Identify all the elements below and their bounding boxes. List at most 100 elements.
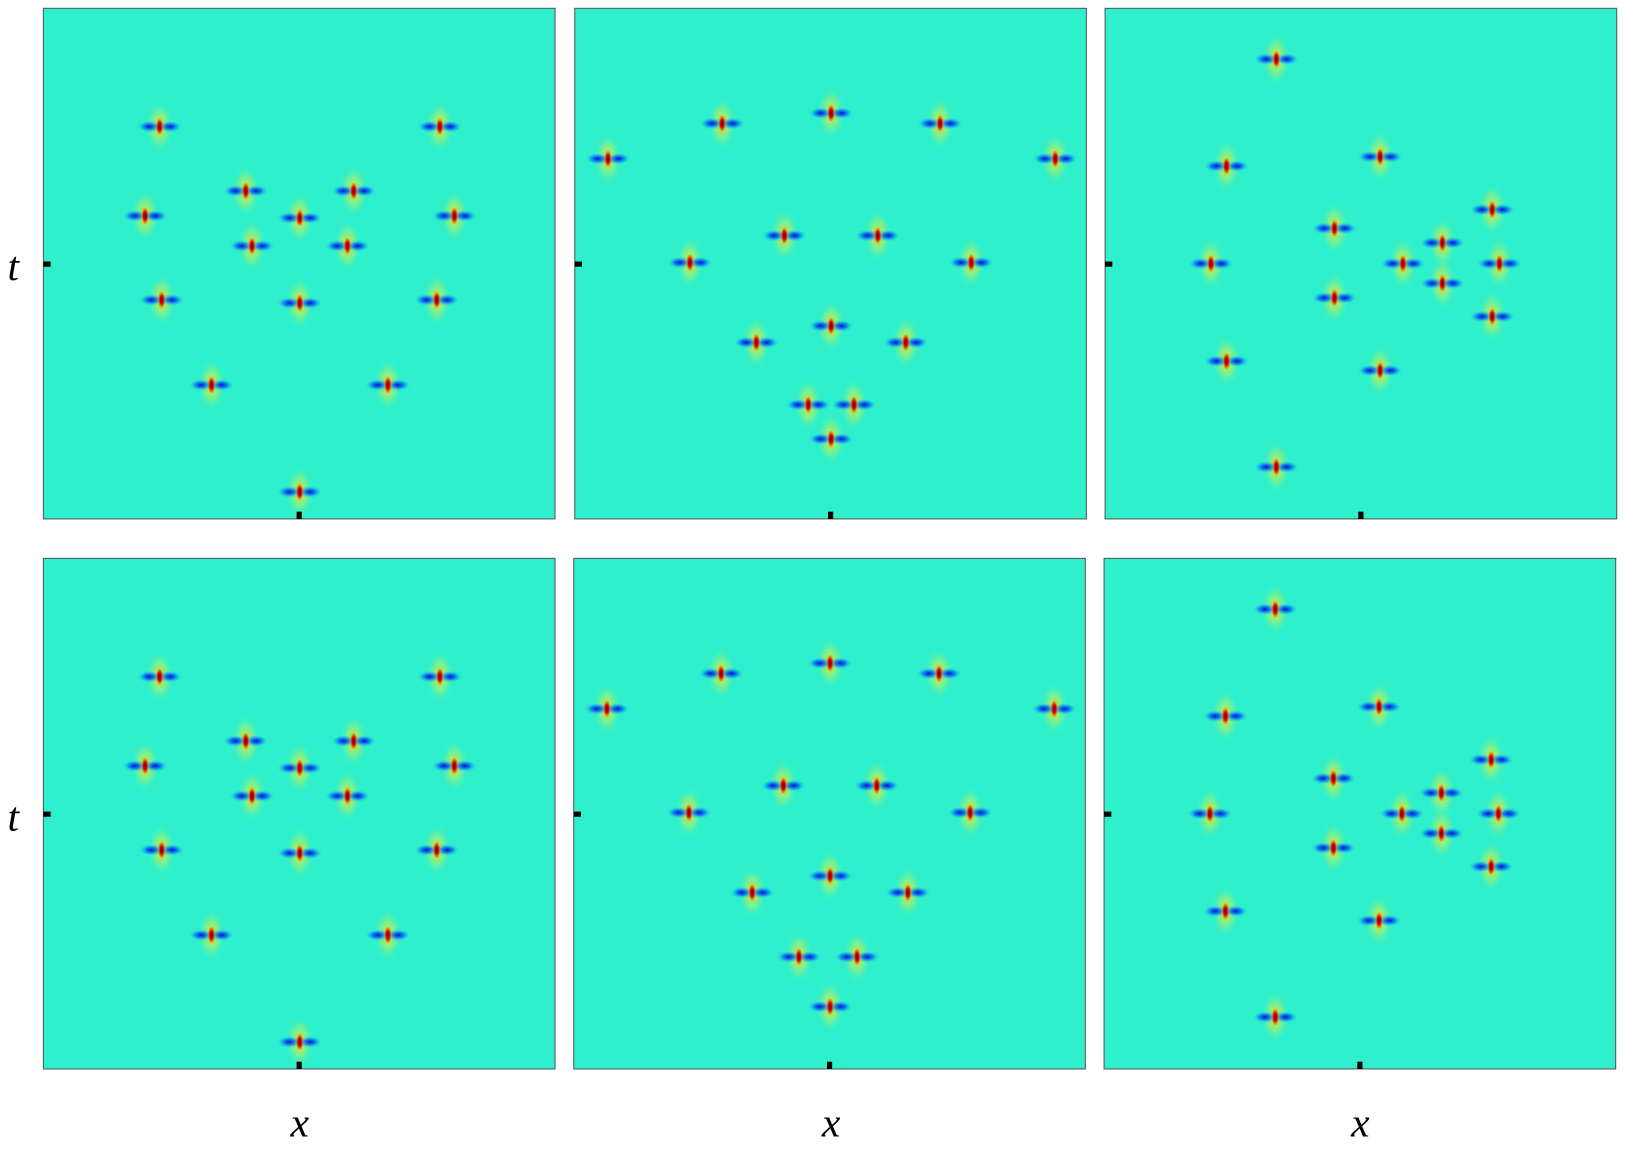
peak <box>1202 689 1249 744</box>
peak-lobe <box>1252 1010 1278 1024</box>
peak-lobe <box>851 398 877 411</box>
peak-lobe <box>1356 700 1382 713</box>
peak <box>1310 820 1357 875</box>
peak <box>1032 131 1079 186</box>
peak-core <box>242 732 250 750</box>
peak-lobe <box>143 759 168 773</box>
tick <box>43 811 51 817</box>
peak-lobe <box>143 209 168 223</box>
peak-lobe <box>434 293 460 307</box>
peak-lobe <box>1331 841 1357 855</box>
panel <box>42 557 556 1070</box>
peak-lobe <box>585 152 611 166</box>
peak-core <box>717 665 725 682</box>
peak-lobe <box>806 398 832 411</box>
tick <box>1105 261 1113 267</box>
peak <box>1380 236 1426 291</box>
peak-lobe <box>365 378 391 392</box>
peak <box>413 272 460 327</box>
peak-core <box>874 227 882 244</box>
peak-core <box>1437 784 1445 802</box>
peak-lobe <box>807 656 833 670</box>
peak-lobe <box>417 120 442 133</box>
peak-lobe <box>1311 222 1337 235</box>
peak <box>831 377 877 432</box>
peak-lobe <box>1224 354 1250 368</box>
peak-core <box>826 654 834 672</box>
peak-core <box>779 777 787 794</box>
peak <box>188 908 235 963</box>
peak-lobe <box>297 485 323 499</box>
peak-lobe <box>699 117 725 130</box>
peak-lobe <box>1310 841 1336 855</box>
peak <box>222 714 269 768</box>
peak-lobe <box>1489 753 1515 766</box>
peak-core <box>827 104 835 122</box>
peak-lobe <box>222 734 248 748</box>
peak-lobe <box>243 184 269 198</box>
peak-lobe <box>754 336 780 349</box>
peak-lobe <box>351 734 377 748</box>
peak-lobe <box>1378 364 1403 377</box>
peak-lobe <box>947 806 973 819</box>
peaks <box>1187 582 1522 1045</box>
peak <box>417 99 463 154</box>
peak <box>122 738 168 793</box>
peak-lobe <box>785 398 811 411</box>
peak <box>948 235 995 290</box>
peak-lobe <box>831 398 857 411</box>
peak-lobe <box>249 239 275 253</box>
peak-lobe <box>345 239 371 253</box>
peak-core <box>902 334 910 351</box>
panel <box>42 7 556 520</box>
peak <box>276 464 323 519</box>
peak-lobe <box>324 239 350 253</box>
row-label: t <box>8 243 21 289</box>
peak <box>1031 681 1078 736</box>
peak-lobe <box>1311 291 1337 305</box>
peak-lobe <box>1274 460 1300 474</box>
peak <box>733 315 780 370</box>
peak-core <box>967 254 975 271</box>
peak <box>1468 732 1515 787</box>
peak-lobe <box>1400 257 1426 270</box>
peak-core <box>155 118 164 135</box>
peak-lobe <box>1274 52 1300 66</box>
peak <box>1202 884 1249 939</box>
peak-lobe <box>276 1035 302 1049</box>
peak-lobe <box>854 950 880 964</box>
peak-core <box>904 884 912 901</box>
peak-core <box>207 926 216 944</box>
peak-lobe <box>686 806 712 819</box>
peak <box>188 358 235 413</box>
peak-lobe <box>827 869 853 883</box>
peak-lobe <box>829 319 854 333</box>
peak-core <box>1051 150 1059 168</box>
peak-lobe <box>417 670 442 683</box>
peak-lobe <box>808 319 834 333</box>
peak-lobe <box>138 293 164 307</box>
peak-lobe <box>1469 203 1495 216</box>
peak-lobe <box>452 209 478 223</box>
peak-core <box>296 209 304 227</box>
peak-lobe <box>452 759 478 773</box>
peak-lobe <box>885 886 910 899</box>
peak <box>667 235 713 290</box>
peak-core <box>1376 148 1384 166</box>
peak <box>276 826 323 881</box>
peak-lobe <box>1357 150 1383 163</box>
peak <box>1357 129 1403 184</box>
peak-lobe <box>1439 786 1465 800</box>
peak-core <box>1330 289 1339 307</box>
peak <box>1468 839 1515 894</box>
peak-core <box>433 291 441 309</box>
peak <box>834 929 880 984</box>
peak-lobe <box>827 1000 853 1013</box>
peak-core <box>1221 707 1230 725</box>
peak-core <box>795 948 803 966</box>
peak-lobe <box>276 846 302 860</box>
peak-core <box>1271 600 1279 618</box>
peak-lobe <box>1252 602 1278 616</box>
peak-lobe <box>1468 860 1494 873</box>
peak <box>1311 270 1358 325</box>
